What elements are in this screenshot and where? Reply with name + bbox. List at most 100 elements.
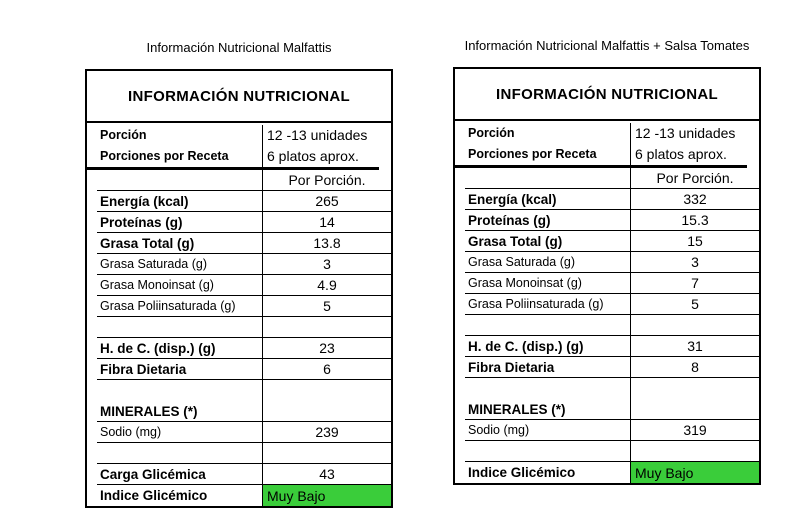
row-label: H. de C. (disp.) (g): [465, 336, 630, 357]
row-gutter: [87, 380, 97, 422]
table-row: Por Porción.: [87, 170, 391, 191]
row-label: Proteínas (g): [97, 212, 262, 233]
serving-label: Porción: [468, 126, 515, 140]
row-label: Grasa Poliinsaturada (g): [465, 294, 630, 315]
row-value: 3: [262, 254, 391, 275]
table-row: Grasa Monoinsat (g) 7: [455, 273, 759, 294]
row-label: Proteínas (g): [465, 210, 630, 231]
table-row: Carga Glicémica 43: [87, 464, 391, 485]
serving-label: Porción: [100, 128, 147, 142]
row-gutter: [87, 359, 97, 380]
table-row: Grasa Total (g) 13.8: [87, 233, 391, 254]
row-label: Carga Glicémica: [97, 464, 262, 485]
serving-label: Porciones por Receta: [100, 149, 229, 163]
row-gutter: [455, 168, 465, 189]
row-value: 3: [630, 252, 759, 273]
row-label: Sodio (mg): [465, 420, 630, 441]
row-value: [262, 317, 391, 338]
row-gutter: [455, 123, 465, 165]
row-label: MINERALES (*): [465, 378, 630, 420]
row-label: Indice Glicémico: [468, 465, 576, 480]
row-label: H. de C. (disp.) (g): [97, 338, 262, 359]
table-row: Proteínas (g) 15.3: [455, 210, 759, 231]
table-row: Grasa Total (g) 15: [455, 231, 759, 252]
table-row: [87, 443, 391, 464]
row-gutter: [455, 315, 465, 336]
row-label: [97, 317, 262, 338]
table-row: H. de C. (disp.) (g) 31: [455, 336, 759, 357]
serving-labels: Porción Porciones por Receta: [465, 123, 630, 165]
row-value: [262, 380, 391, 422]
row-gutter: [455, 189, 465, 210]
thick-divider: [455, 165, 747, 168]
row-value: 14: [262, 212, 391, 233]
serving-value: 12 -13 unidades: [267, 127, 368, 143]
row-value: Por Porción.: [262, 170, 391, 191]
row-gutter: [87, 275, 97, 296]
table-row: Sodio (mg) 239: [87, 422, 391, 443]
row-value: 5: [630, 294, 759, 315]
row-gutter: [87, 422, 97, 443]
row-value: 319: [630, 420, 759, 441]
table-row: H. de C. (disp.) (g) 23: [87, 338, 391, 359]
row-value: 43: [262, 464, 391, 485]
nutrition-table: INFORMACIÓN NUTRICIONAL Porción Porciones …: [85, 69, 393, 508]
table-row: Grasa Poliinsaturada (g) 5: [455, 294, 759, 315]
row-value: 15.3: [630, 210, 759, 231]
row-gutter: [455, 357, 465, 378]
row-value: 23: [262, 338, 391, 359]
row-gutter: [455, 462, 465, 483]
row-gutter: [87, 125, 97, 167]
table-row: Proteínas (g) 14: [87, 212, 391, 233]
serving-value: 12 -13 unidades: [635, 125, 736, 141]
row-label: [465, 315, 630, 336]
table-row: Grasa Monoinsat (g) 4.9: [87, 275, 391, 296]
row-gutter: [87, 317, 97, 338]
table-row: Indice Glicémico Muy Bajo: [87, 485, 391, 506]
serving-section: Porción Porciones por Receta 12 -13 unidad…: [455, 121, 759, 165]
row-value: 239: [262, 422, 391, 443]
row-value: [262, 443, 391, 464]
row-gutter: [455, 294, 465, 315]
row-label: Grasa Monoinsat (g): [465, 273, 630, 294]
table-row: MINERALES (*): [455, 378, 759, 420]
row-label: Energía (kcal): [97, 191, 262, 212]
table-row: Sodio (mg) 319: [455, 420, 759, 441]
table-row: Fibra Dietaria 8: [455, 357, 759, 378]
table-row: Grasa Saturada (g) 3: [87, 254, 391, 275]
serving-values: 12 -13 unidades 6 platos aprox.: [262, 125, 391, 167]
serving-section: Porción Porciones por Receta 12 -13 unidad…: [87, 123, 391, 167]
row-gutter: [87, 443, 97, 464]
row-gutter: [455, 231, 465, 252]
row-value: 7: [630, 273, 759, 294]
thick-divider: [87, 167, 379, 170]
row-gutter: [87, 296, 97, 317]
row-label: [97, 170, 262, 191]
row-label: Indice Glicémico: [100, 488, 208, 503]
table-section-malfattis-salsa: Información Nutricional Malfattis + Sals…: [453, 38, 761, 485]
row-label: [465, 441, 630, 462]
nutrition-table: INFORMACIÓN NUTRICIONAL Porción Porciones …: [453, 67, 761, 485]
table-row: Indice Glicémico Muy Bajo: [455, 462, 759, 483]
serving-value: 6 platos aprox.: [635, 146, 727, 162]
row-label: Fibra Dietaria: [97, 359, 262, 380]
row-value: 5: [262, 296, 391, 317]
row-gutter: [455, 378, 465, 420]
row-gutter: [87, 233, 97, 254]
row-gutter: [87, 485, 97, 506]
row-value: [630, 378, 759, 420]
table-row: Por Porción.: [455, 168, 759, 189]
table-row: Energía (kcal) 265: [87, 191, 391, 212]
table-section-malfattis: Información Nutricional Malfattis INFORM…: [85, 40, 393, 508]
row-label: Sodio (mg): [97, 422, 262, 443]
table-title: Información Nutricional Malfattis + Sals…: [464, 38, 750, 53]
row-value: 332: [630, 189, 759, 210]
row-label: MINERALES (*): [97, 380, 262, 422]
row-label: [97, 443, 262, 464]
table-row: MINERALES (*): [87, 380, 391, 422]
glycemic-index-value: Muy Bajo: [630, 462, 759, 483]
table-row: Energía (kcal) 332: [455, 189, 759, 210]
row-value: 6: [262, 359, 391, 380]
row-label: Grasa Monoinsat (g): [97, 275, 262, 296]
row-value: [630, 441, 759, 462]
